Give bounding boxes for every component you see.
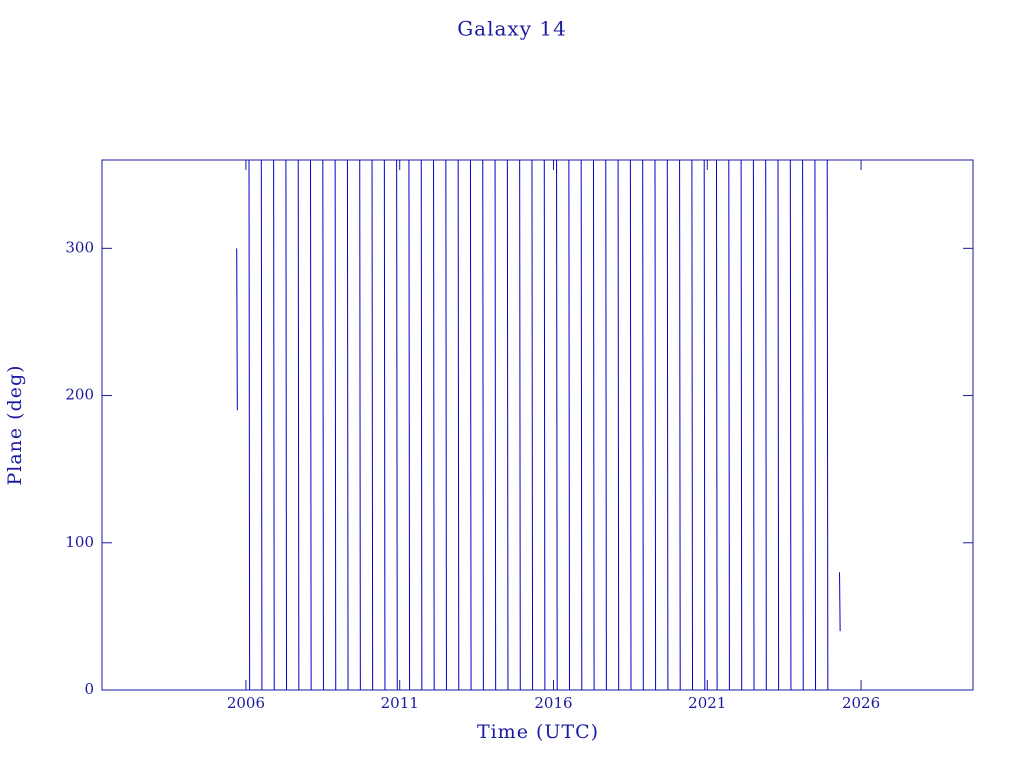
x-axis-label: Time (UTC) — [477, 721, 599, 743]
plot-frame — [101, 159, 974, 691]
data-line — [236, 159, 841, 691]
x-tick-label: 2026 — [842, 694, 880, 712]
y-tick-label: 300 — [65, 238, 94, 256]
x-tick-label: 2021 — [688, 694, 726, 712]
y-tick-label: 200 — [65, 386, 94, 404]
x-tick-label: 2016 — [534, 694, 572, 712]
y-axis-label: Plane (deg) — [4, 364, 26, 485]
chart-title: Galaxy 14 — [457, 17, 567, 41]
y-tick-label: 100 — [65, 533, 94, 551]
y-tick-label: 0 — [84, 680, 94, 698]
x-tick-label: 2006 — [227, 694, 265, 712]
x-tick-label: 2011 — [381, 694, 419, 712]
